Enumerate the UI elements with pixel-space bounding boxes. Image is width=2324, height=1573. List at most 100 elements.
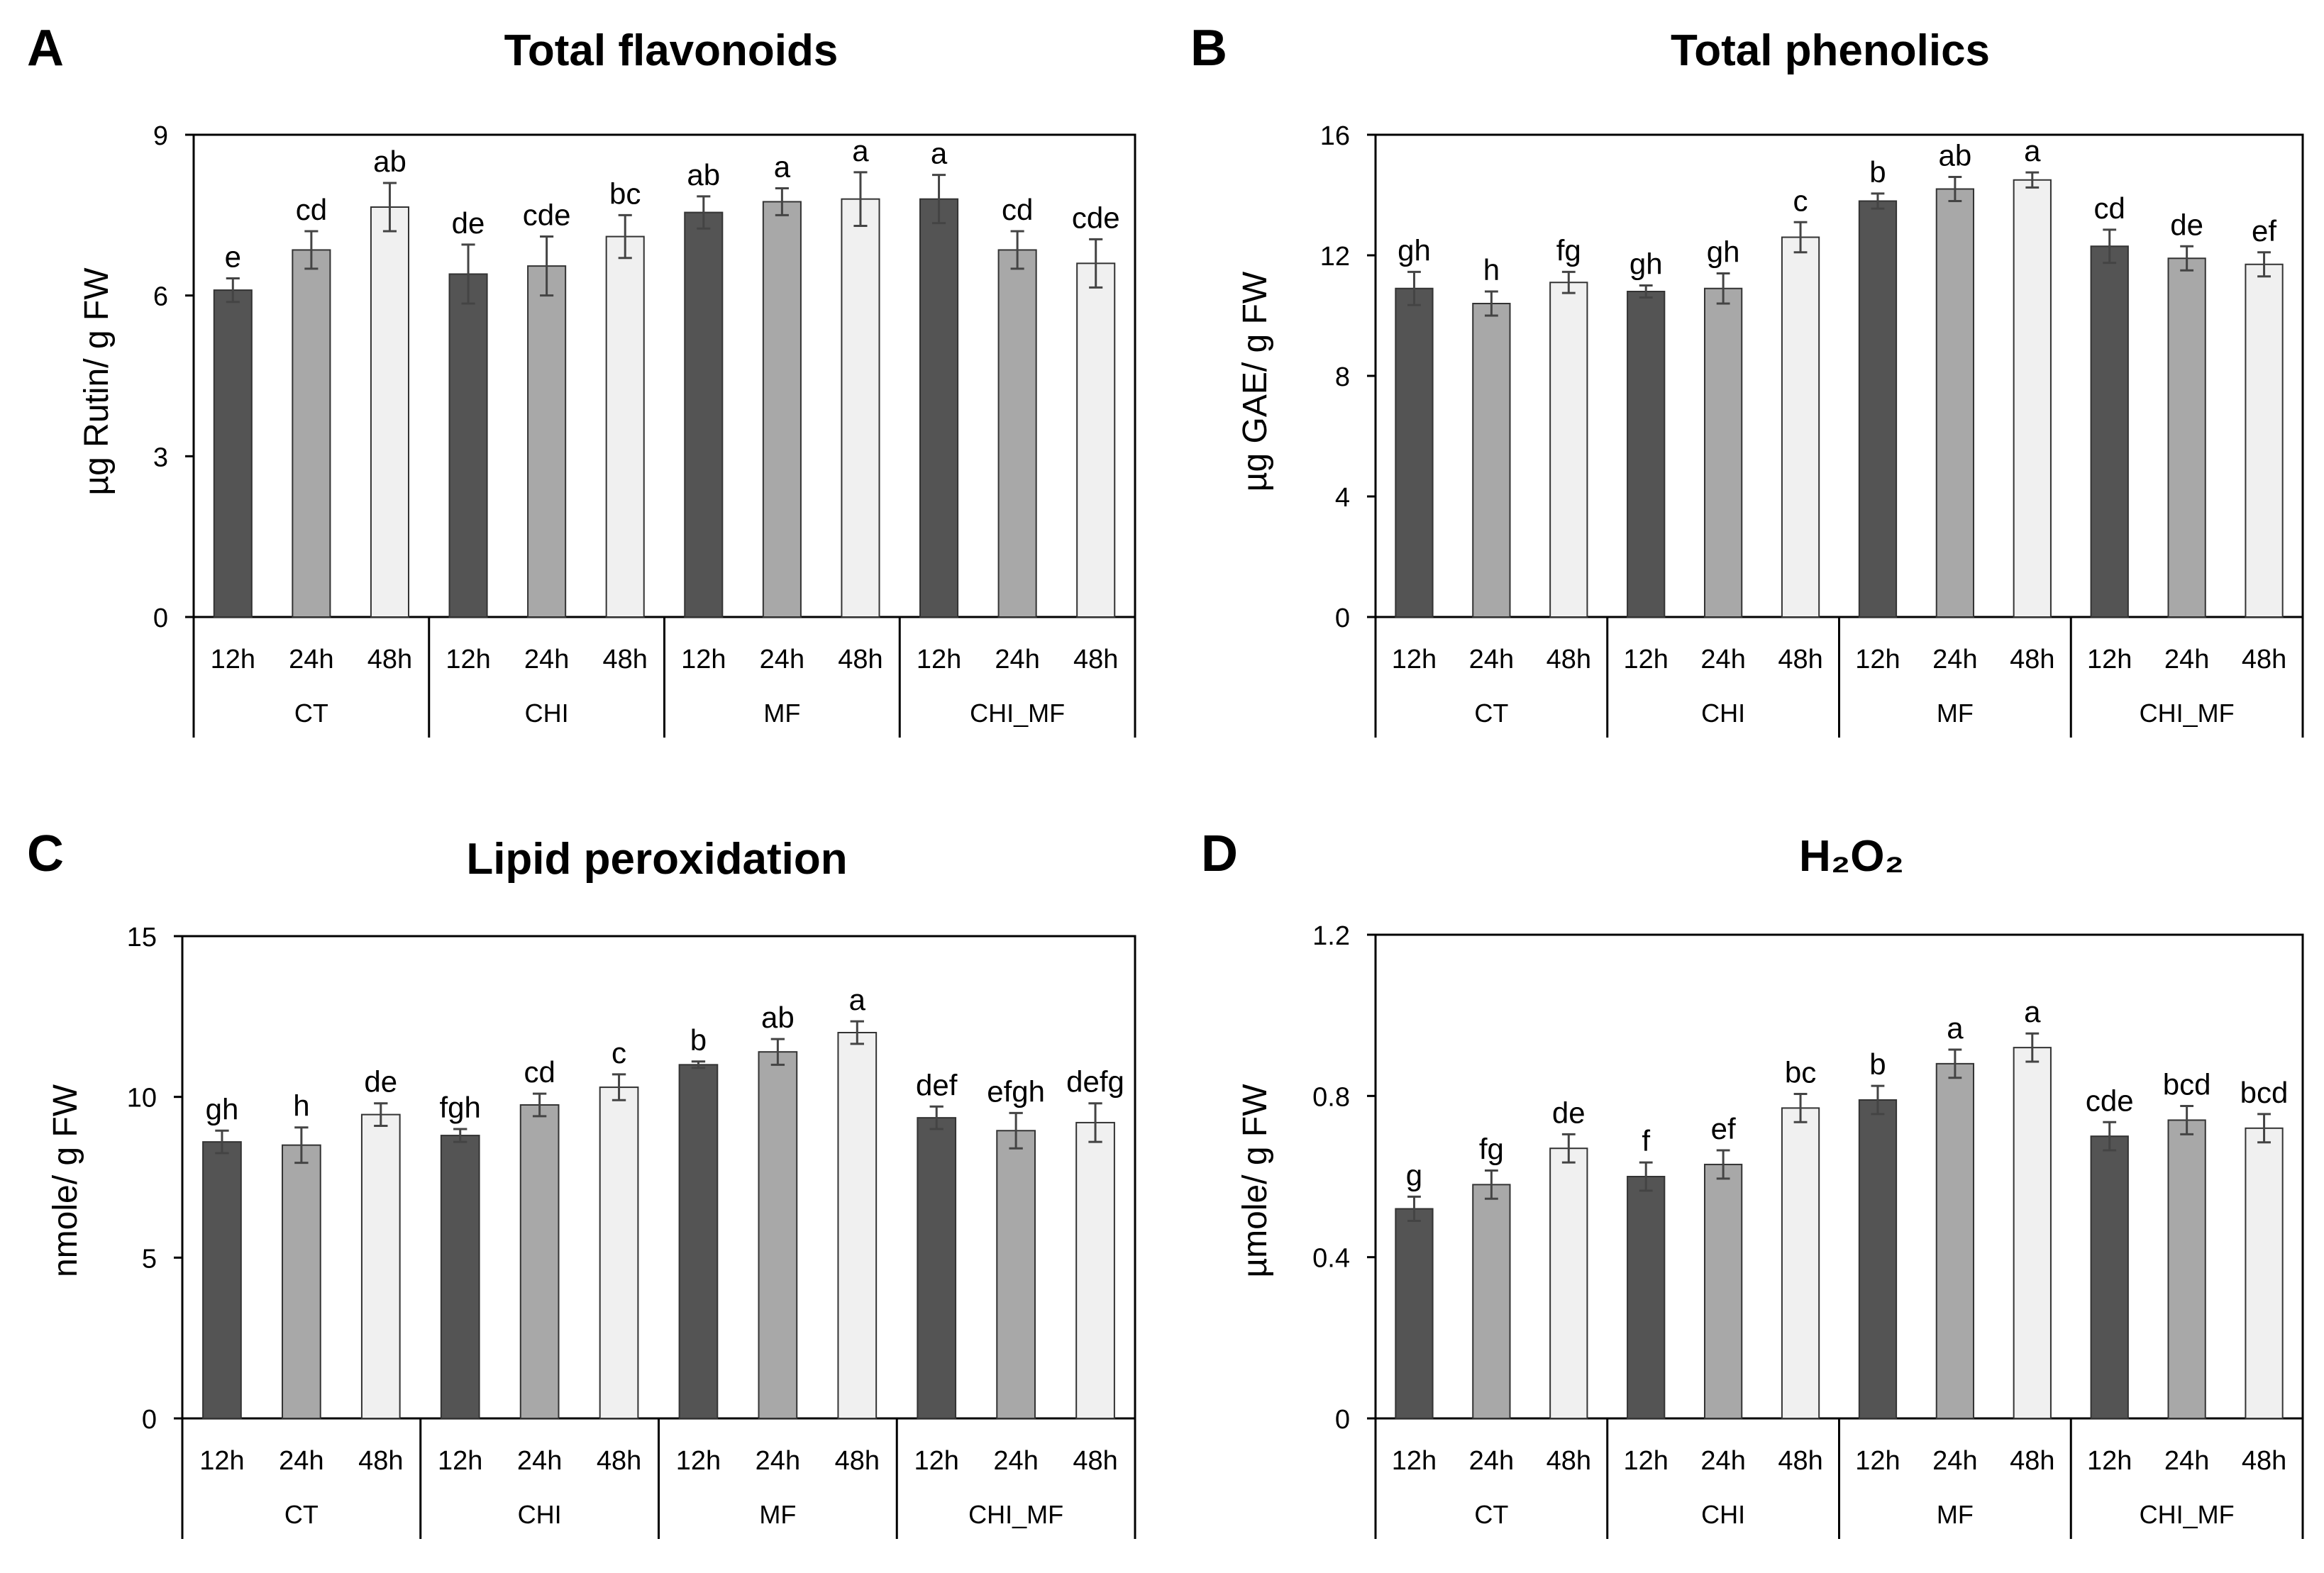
panel-c-significance-letter: gh [206,1092,239,1125]
panel-d-x-tick-label-time: 48h [1546,1446,1591,1476]
panel-d-group-label: MF [1937,1500,1974,1529]
panel-c-plot-frame [181,935,1136,1420]
panel-d-x-tick-label-time: 12h [1624,1446,1669,1476]
panel-d-x-tick-label-time: 12h [1855,1446,1900,1476]
panel-c-x-tick-label-time: 48h [1073,1446,1117,1476]
panel-c-bar [202,1141,242,1419]
panel-d-x-tick-label-time: 24h [1469,1446,1514,1476]
panel-a-x-tick-label-time: 24h [524,645,569,674]
panel-c-x-tick-label-time: 24h [756,1446,800,1476]
panel-d-significance-letter: ef [1711,1112,1736,1145]
panel-a-x-tick-label-time: 24h [995,645,1039,674]
panel-a-bar [448,273,488,618]
panel-c-significance-letter: def [916,1068,958,1101]
panel-c-bar [360,1113,401,1419]
panel-d-significance-letter: f [1642,1124,1650,1157]
panel-b-y-axis-label: µg GAE/ g FW [1236,271,1274,491]
panel-b-x-tick-label-time: 12h [2087,645,2132,674]
panel-d-y-tick-label: 1.2 [1312,921,1350,951]
panel-a-group-label: CHI [525,699,569,728]
panel-b-significance-letter: fg [1556,233,1581,267]
panel-a-bar [527,265,567,618]
panel-a-significance-letter: cd [1002,193,1033,226]
panel-d-bar [1549,1147,1588,1419]
panel-c-bar [837,1032,878,1419]
panel-a-bar [997,249,1037,618]
panel-a-bar [762,201,802,618]
panel-d-group-label: CT [1474,1500,1508,1529]
panel-a-significance-letter: e [225,240,241,273]
panel-a-significance-letter: cd [296,193,327,226]
panel-c-group-label: CHI [518,1500,562,1529]
panel-a-bar [1076,262,1116,618]
panel-b-x-tick-label-time: 48h [1778,645,1822,674]
panel-d-y-axis-label: µmole/ g FW [1236,1084,1274,1278]
panel-b-y-tick-label: 8 [1335,362,1350,392]
panel-c-y-tick-label: 0 [142,1405,157,1435]
panel-a-x-tick-label-time: 48h [367,645,412,674]
panel-b-bar [1703,287,1743,618]
panel-a-y-tick-label: 3 [153,443,168,472]
panel-a-bar [370,206,409,618]
panel-a-bar [292,249,331,618]
panel-b-significance-letter: h [1483,253,1500,287]
panel-c-group-label: CT [284,1500,319,1529]
panel-c-title: Lipid peroxidation [466,835,847,884]
panel-c-significance-letter: fgh [440,1091,481,1124]
panel-b-bar [1549,282,1588,618]
panel-a-significance-letter: a [931,137,948,170]
panel-d-bar [1395,1208,1434,1419]
panel-b-y-tick-label: 4 [1335,483,1350,513]
panel-d-significance-letter: g [1406,1158,1422,1191]
panel-d-y-tick-label: 0 [1335,1405,1350,1435]
panel-c-x-tick-label-time: 12h [199,1446,244,1476]
panel-a-bar [684,211,724,618]
panel-a-x-tick-label-time: 24h [760,645,804,674]
panel-c-x-tick-label-time: 24h [993,1446,1038,1476]
panel-d-x-tick-label-time: 12h [2087,1446,2132,1476]
panel-a-bar [841,198,880,618]
panel-a-significance-letter: a [852,134,869,167]
panel-d-x-tick-label-time: 48h [2242,1446,2286,1476]
panel-c-significance-letter: ab [761,1001,795,1034]
panel-b-significance-letter: b [1869,155,1886,189]
panel-a-x-tick-label-time: 48h [603,645,648,674]
panel-d-plot-frame [1374,933,2304,1420]
panel-d-bar [2167,1119,2206,1420]
panel-b-significance-letter: cd [2094,191,2125,225]
panel-a-letter: A [27,20,64,77]
panel-b-bar [1395,287,1434,618]
panel-a-significance-letter: cde [523,199,571,232]
panel-a-x-tick-label-time: 48h [838,645,882,674]
panel-a-significance-letter: a [774,150,791,184]
panel-b-significance-letter: de [2170,208,2203,241]
panel-b-bar [1472,303,1511,618]
panel-b-letter: B [1190,20,1227,77]
panel-d-bar [1472,1184,1511,1420]
panel-d-bar [1627,1176,1666,1419]
panel-c-x-tick-label-time: 12h [438,1446,482,1476]
panel-c-bar [1075,1121,1115,1420]
panel-c-significance-letter: defg [1066,1065,1124,1099]
panel-b-x-tick-label-time: 12h [1392,645,1437,674]
panel-d-bar [2090,1135,2129,1419]
panel-b-plot-frame [1374,133,2304,618]
panel-c-x-tick-label-time: 48h [597,1446,641,1476]
panel-d-y-tick-label: 0.8 [1312,1082,1350,1112]
panel-b-title: Total phenolics [1671,26,1990,75]
panel-c-x-tick-label-time: 12h [914,1446,959,1476]
panel-c-bar [758,1051,798,1419]
panel-b-x-tick-label-time: 48h [2010,645,2054,674]
panel-a-y-tick-label: 6 [153,282,168,312]
panel-b-significance-letter: ab [1939,139,1972,172]
panel-b-bar [1627,291,1666,618]
panel-b-group-label: CT [1474,699,1508,728]
panel-c-significance-letter: b [690,1023,707,1057]
panel-c-letter: C [27,826,64,882]
panel-a-significance-letter: de [452,206,485,240]
panel-a-x-tick-label-time: 12h [446,645,490,674]
panel-c-significance-letter: c [612,1036,626,1069]
panel-c-y-tick-label: 15 [127,923,157,952]
panel-b-significance-letter: c [1793,184,1808,217]
